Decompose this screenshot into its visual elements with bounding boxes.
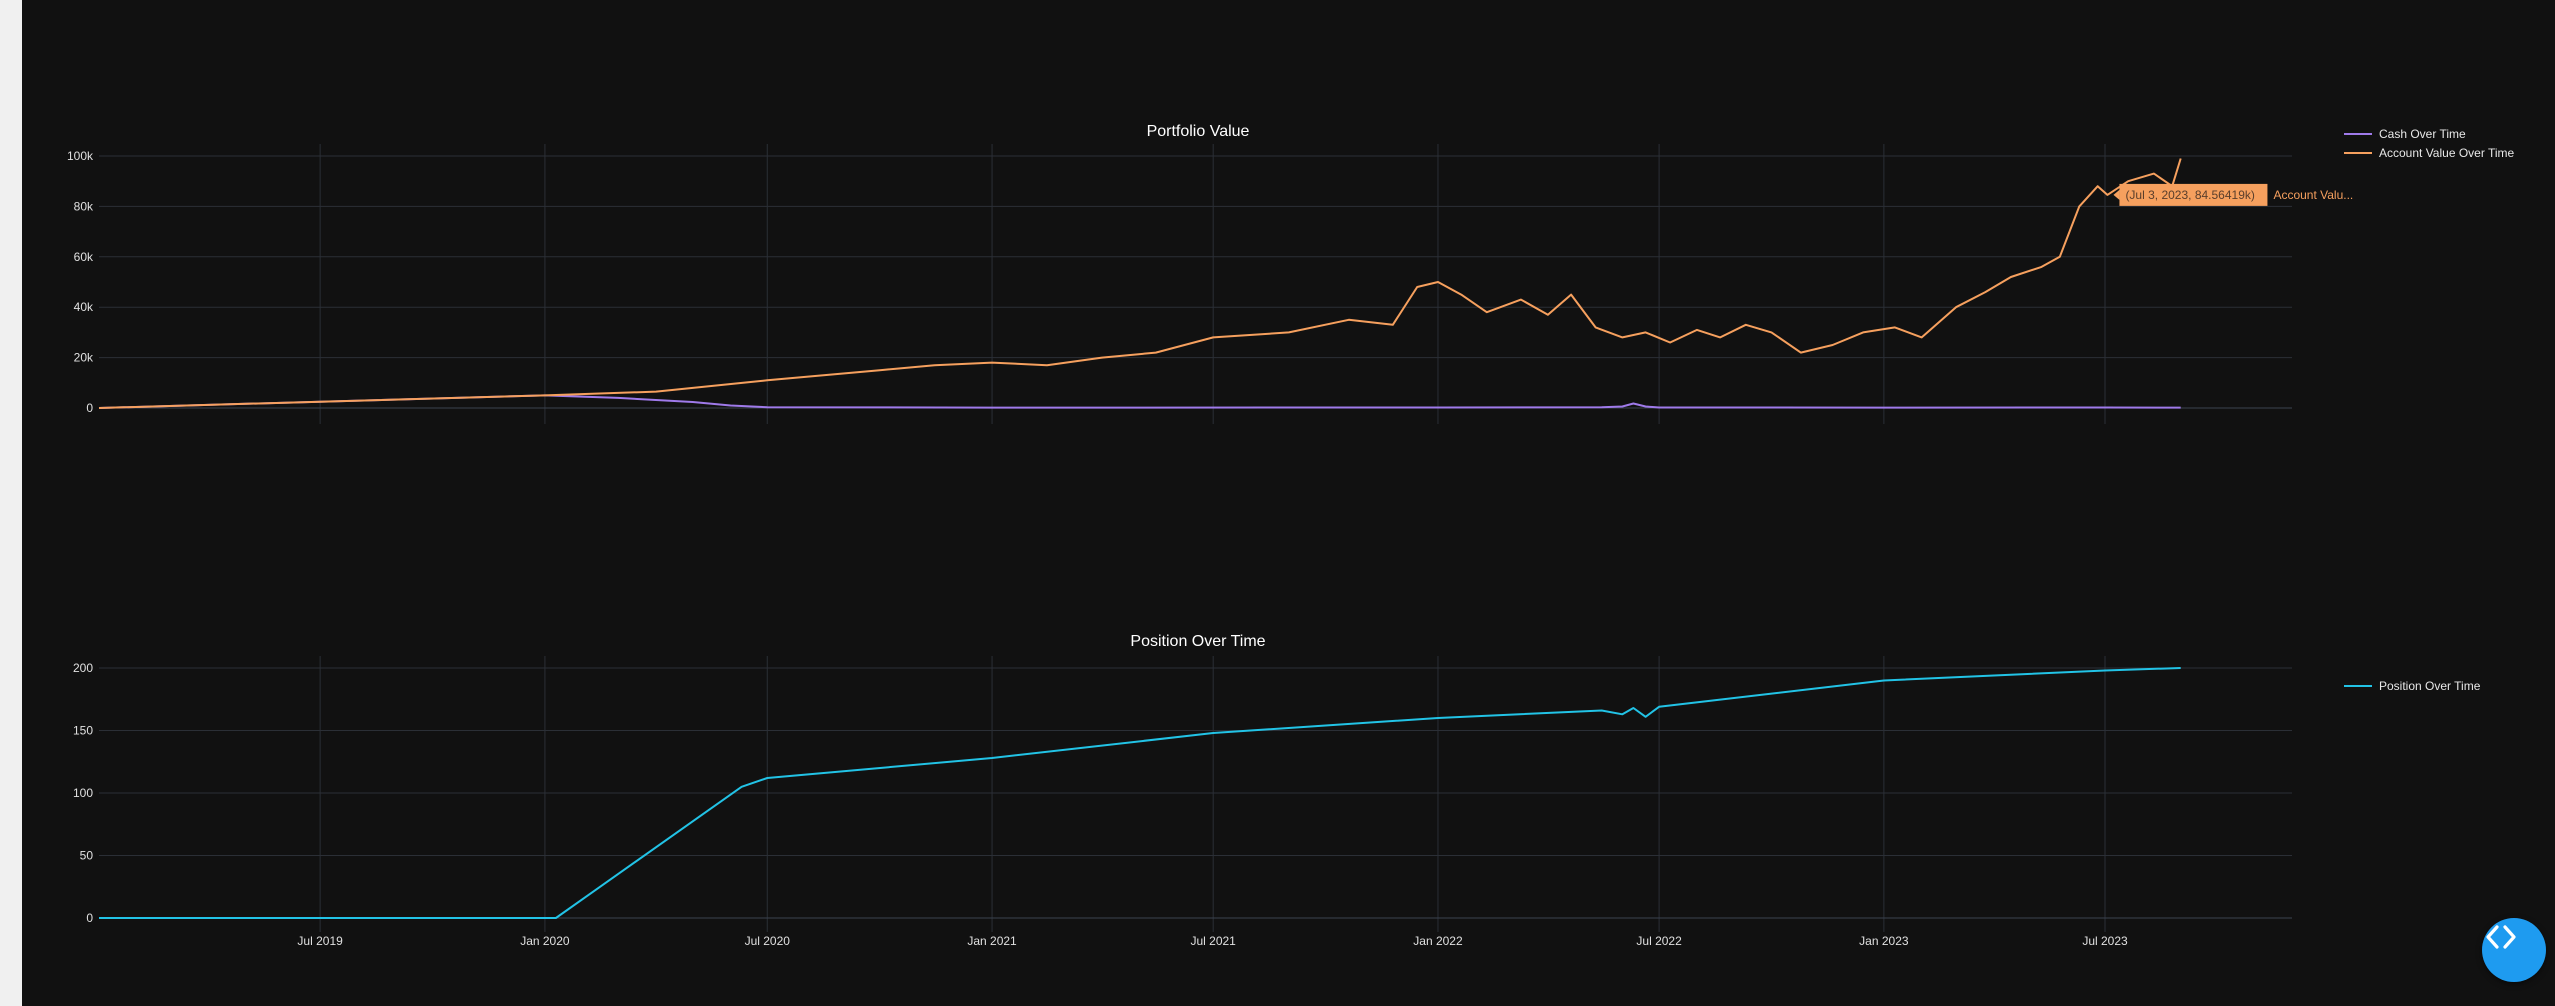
hover-tooltip-box <box>2119 183 2268 206</box>
y-tick-label: 0 <box>86 911 93 925</box>
chart-title-position-over-time: Position Over Time <box>1130 633 1265 650</box>
series-line-cash-over-time <box>98 394 2181 409</box>
legend-label-cash-over-time: Cash Over Time <box>2379 127 2466 141</box>
chart-title-portfolio-value: Portfolio Value <box>1147 123 1250 140</box>
x-tick-label-jan-2020: Jan 2020 <box>520 934 570 948</box>
y-tick-label: 80k <box>74 199 94 213</box>
x-tick-label-jul-2022: Jul 2022 <box>1636 934 1682 948</box>
x-tick-label-jul-2023: Jul 2023 <box>2082 934 2128 948</box>
legend-label-position-over-time: Position Over Time <box>2379 679 2481 693</box>
x-tick-label-jan-2023: Jan 2023 <box>1859 934 1909 948</box>
hover-tooltip-text: (Jul 3, 2023, 84.56419k) <box>2125 188 2254 202</box>
y-tick-label: 60k <box>74 250 94 264</box>
chart-canvas: 0 20k 40k 60k 80k 100k Portfolio Value 0 50 100 15… <box>67 123 2515 948</box>
legend-label-account-value-over-time: Account Value Over Time <box>2379 146 2514 160</box>
code-brackets-icon <box>2486 925 2516 949</box>
x-tick-label-jul-2020: Jul 2020 <box>745 934 791 948</box>
series-line-account-value-over-time <box>98 158 2182 409</box>
y-tick-label: 100 <box>73 786 93 800</box>
code-toggle-button[interactable] <box>2482 918 2546 982</box>
y-tick-label: 40k <box>74 300 94 314</box>
hover-tooltip-pointer <box>2113 189 2120 200</box>
y-tick-label: 50 <box>80 849 94 863</box>
x-tick-label-jul-2021: Jul 2021 <box>1190 934 1236 948</box>
y-tick-label: 200 <box>73 661 93 675</box>
y-tick-label: 100k <box>67 149 94 163</box>
hover-series-label: Account Valu... <box>2273 188 2353 202</box>
x-tick-label-jan-2022: Jan 2022 <box>1413 934 1463 948</box>
chart-frame: 0 20k 40k 60k 80k 100k Portfolio Value 0 50 100 15… <box>22 0 2555 1006</box>
x-tick-label-jan-2021: Jan 2021 <box>967 934 1017 948</box>
y-tick-label: 20k <box>74 351 94 365</box>
series-line-position-over-time <box>99 667 2181 919</box>
x-tick-label-jul-2019: Jul 2019 <box>297 934 343 948</box>
y-tick-label: 0 <box>86 401 93 415</box>
y-tick-label: 150 <box>73 724 93 738</box>
